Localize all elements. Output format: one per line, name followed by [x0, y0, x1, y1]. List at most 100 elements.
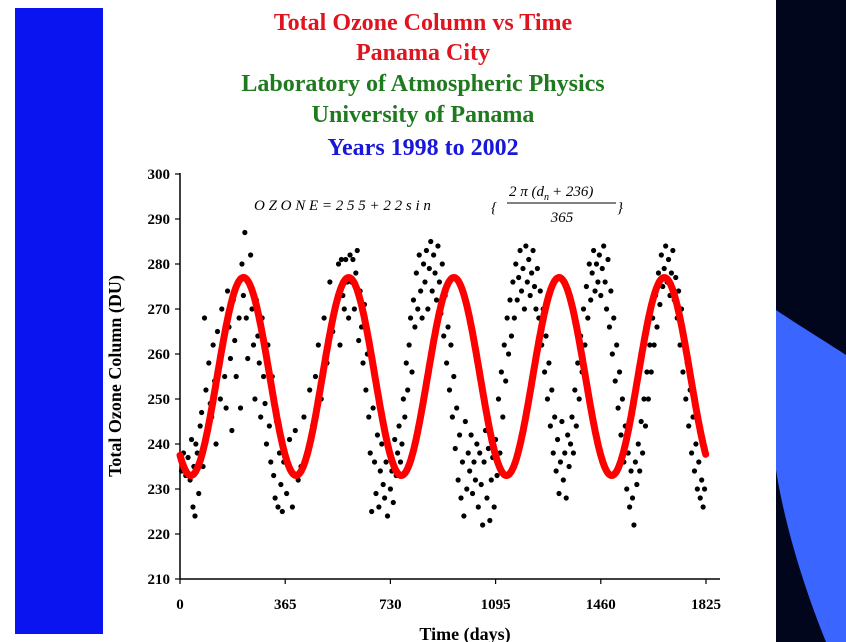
scatter-point [596, 252, 602, 258]
scatter-point [455, 477, 461, 483]
scatter-point [248, 252, 254, 258]
scatter-point [454, 405, 460, 411]
equation-subscript: n [544, 192, 549, 203]
scatter-point [468, 432, 474, 438]
scatter-point [413, 270, 419, 276]
scatter-point [575, 360, 581, 366]
scatter-point [384, 513, 391, 519]
scatter-point [495, 396, 502, 402]
scatter-point [350, 256, 356, 263]
scatter-point [433, 297, 440, 303]
scatter-point [190, 504, 196, 510]
scatter-point [243, 315, 249, 321]
scatter-point [563, 495, 569, 501]
scatter-point [213, 441, 219, 447]
scatter-point [589, 270, 595, 276]
slide-right-wave-decoration [776, 310, 846, 642]
scatter-point [260, 373, 267, 380]
scatter-point [446, 387, 453, 393]
scatter-point [601, 243, 607, 249]
scatter-point [688, 450, 695, 456]
scatter-point [289, 504, 296, 510]
scatter-point [590, 247, 597, 254]
y-tick-label: 250 [148, 392, 171, 408]
scatter-point [382, 495, 388, 501]
scatter-point [415, 306, 421, 312]
x-axis-ticks: 0 365 730 1095 1460 1825 [176, 579, 721, 613]
scatter-point [615, 405, 621, 411]
scatter-point [224, 288, 231, 294]
scatter-point [262, 400, 268, 407]
scatter-point [223, 405, 229, 411]
wave-shape [776, 310, 846, 642]
scatter-point [651, 342, 657, 348]
scatter-point [390, 499, 396, 506]
scatter-point [217, 396, 223, 402]
scatter-point [192, 513, 198, 519]
scatter-point [337, 342, 343, 348]
scatter-point [616, 369, 623, 375]
scatter-point [598, 292, 604, 299]
scatter-point [240, 292, 247, 299]
scatter-point [356, 337, 362, 344]
scatter-point [639, 450, 646, 456]
scatter-point [543, 333, 549, 339]
scatter-point [481, 459, 487, 465]
scatter-point [647, 342, 653, 348]
scatter-point [203, 387, 209, 393]
scatter-point [439, 261, 445, 267]
scatter-point [396, 423, 402, 429]
scatter-point [464, 486, 470, 492]
scatter-point [573, 423, 579, 429]
chart-subtitle-university: University of Panama [311, 102, 535, 128]
scatter-point [696, 459, 702, 465]
scatter-point [541, 369, 548, 375]
scatter-point [642, 423, 649, 429]
scatter-point [418, 288, 424, 294]
x-tick-label: 1095 [481, 597, 511, 613]
scatter-point [422, 279, 428, 285]
scatter-point [603, 306, 610, 312]
x-tick-label: 1460 [586, 597, 616, 613]
scatter-point [693, 441, 699, 447]
scatter-point [503, 378, 509, 384]
scatter-point [549, 387, 555, 393]
equation-numerator-tail: + 236) [552, 184, 593, 200]
scatter-point [301, 414, 307, 420]
scatter-point [605, 256, 611, 263]
scatter-point [459, 459, 466, 465]
scatter-point [407, 315, 414, 321]
scatter-point [278, 481, 284, 488]
scatter-point [697, 495, 703, 501]
scatter-point [665, 256, 672, 263]
scatter-point [676, 288, 682, 294]
scatter-point [196, 490, 202, 497]
sine-fit-curve [176, 273, 710, 480]
scatter-point [465, 450, 471, 456]
scatter-point [419, 315, 425, 321]
scatter-point [279, 508, 285, 515]
scatter-point [547, 423, 553, 429]
scatter-point [412, 324, 418, 330]
scatter-point [321, 315, 327, 321]
scatter-point [452, 445, 458, 452]
scatter-point [670, 247, 676, 254]
scatter-point [534, 265, 540, 272]
scatter-point [405, 387, 411, 393]
scatter-point [245, 355, 251, 362]
scatter-point [346, 315, 352, 321]
scatter-point [661, 265, 667, 272]
scatter-point [237, 405, 244, 411]
scatter-point [347, 252, 353, 258]
scatter-point [565, 432, 571, 438]
scatter-point [416, 252, 422, 258]
scatter-point [632, 459, 638, 465]
scatter-point [232, 337, 238, 344]
chart-subtitle-years: Years 1998 to 2002 [327, 135, 519, 161]
y-tick-label: 240 [148, 437, 171, 453]
scatter-point [477, 450, 483, 456]
scatter-point [258, 414, 264, 420]
scatter-point [634, 481, 640, 488]
scatter-point [588, 297, 594, 303]
scatter-point [507, 297, 513, 303]
